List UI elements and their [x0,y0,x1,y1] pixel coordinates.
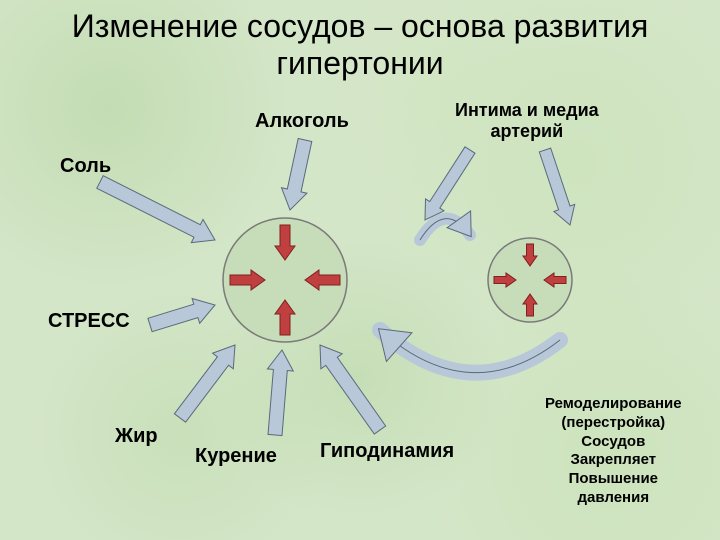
fat-arrow [174,345,235,422]
curve-top [420,219,470,240]
label-intima: Интима и медиа артерий [455,100,599,142]
curve-bottom [380,330,560,373]
label-hypodyn: Гиподинамия [320,440,454,463]
red-in-right-2 [494,273,516,287]
hypodyn-arrow [320,345,386,434]
salt-arrow [97,176,215,243]
red-in-left-2 [230,270,265,290]
red-in-left-0 [275,225,295,260]
red-in-right-1 [523,294,537,316]
remodel-caption: Ремоделирование (перестройка) Сосудов За… [545,395,682,508]
smoking-arrow [267,350,293,436]
stress-arrow [148,299,215,332]
slide: Изменение сосудов – основа развития гипе… [0,0,720,540]
label-salt: Соль [60,155,111,178]
label-fat: Жир [115,425,158,448]
curve-top-head [447,211,471,237]
red-in-left-1 [275,300,295,335]
curve-bottom-outline [380,330,560,373]
vessel-circle-right [488,238,572,322]
label-smoking: Курение [195,445,277,468]
intima-left-arrow [425,147,475,220]
curve-top-outline [420,219,470,240]
red-in-right-3 [544,273,566,287]
slide-title: Изменение сосудов – основа развития гипе… [0,8,720,82]
alcohol-arrow [282,139,312,211]
red-in-right-0 [523,244,537,266]
label-alcohol: Алкоголь [255,110,349,133]
intima-right-arrow [539,148,574,225]
red-in-left-3 [305,270,340,290]
vessel-circle-left [223,218,347,342]
curve-bottom-head [379,329,412,362]
label-stress: СТРЕСС [48,310,130,333]
